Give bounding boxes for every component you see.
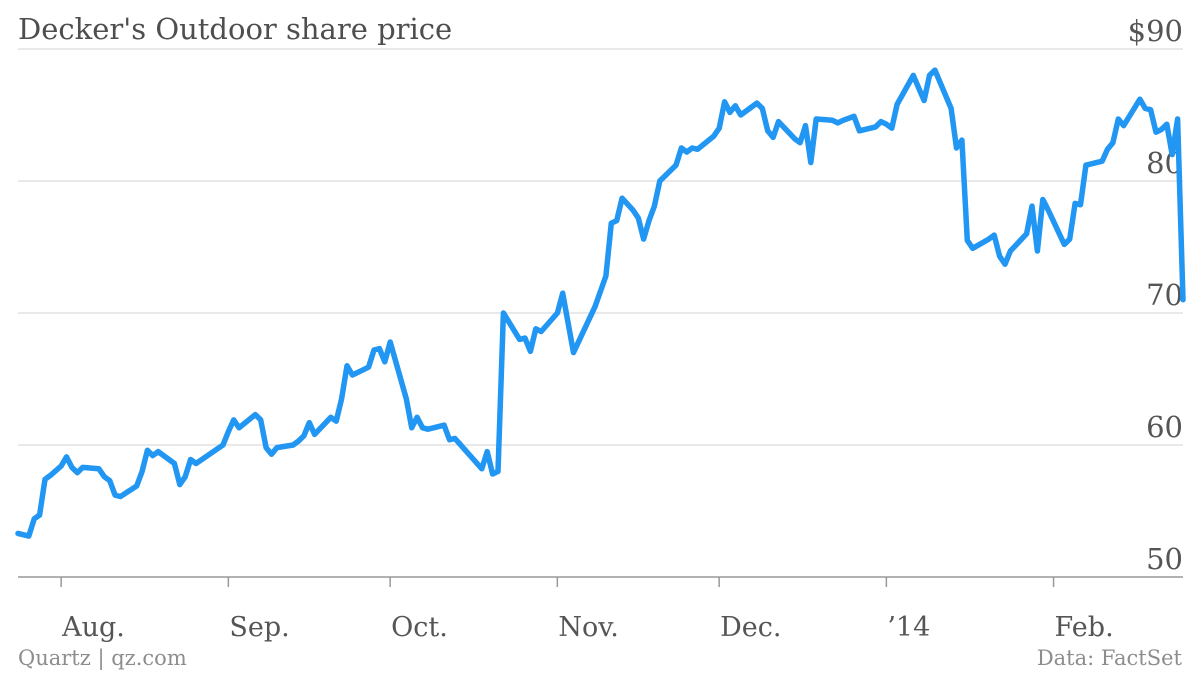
- y-tick-label: 60: [1146, 410, 1183, 444]
- data-source: Data: FactSet: [1036, 646, 1182, 670]
- series-lines: [15, 67, 1186, 539]
- x-tick-label: Feb.: [1055, 612, 1114, 643]
- x-tick-label: ’14: [887, 612, 930, 643]
- x-tick-label: Sep.: [229, 612, 289, 643]
- gridlines: [18, 48, 1183, 578]
- x-tick-label: Oct.: [391, 612, 448, 643]
- x-tick-label: Nov.: [558, 612, 619, 643]
- y-tick-label: 70: [1146, 278, 1183, 312]
- y-tick-label: 50: [1146, 542, 1183, 576]
- x-tick-label: Dec.: [720, 612, 781, 643]
- y-tick-label: $90: [1128, 14, 1183, 48]
- source-credit: Quartz | qz.com: [18, 646, 187, 670]
- chart-title: Decker's Outdoor share price: [18, 12, 453, 46]
- x-tick-label: Aug.: [61, 612, 125, 643]
- price-series-line: [15, 67, 1186, 539]
- x-axis: Aug. Sep. Oct. Nov. Dec. ’14 Feb.: [60, 577, 1114, 643]
